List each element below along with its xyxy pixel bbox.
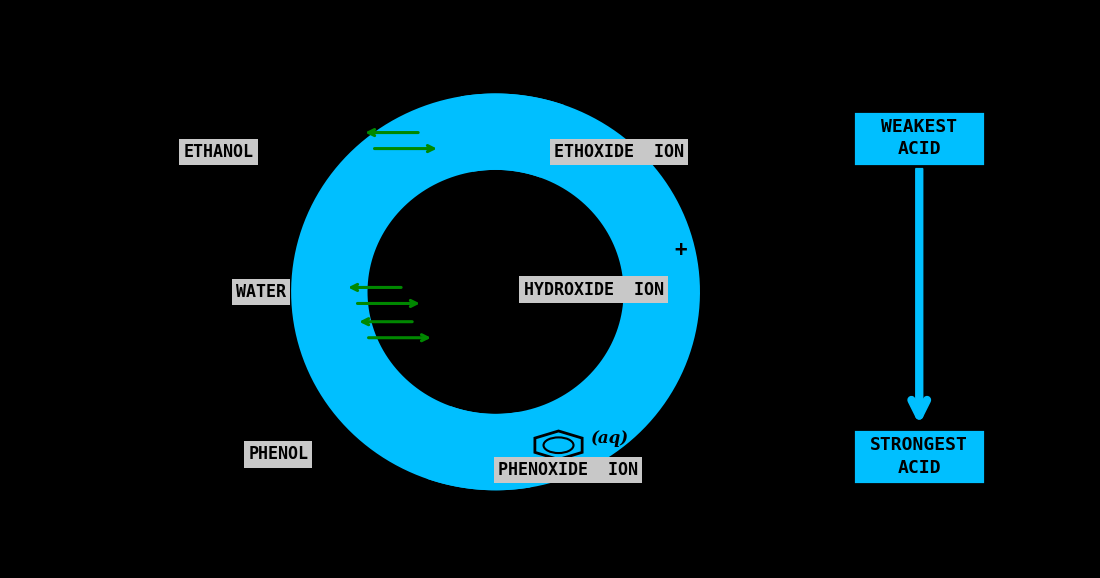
Text: STRONGEST
ACID: STRONGEST ACID <box>870 436 968 477</box>
Text: PHENOXIDE  ION: PHENOXIDE ION <box>498 461 638 479</box>
Text: +: + <box>674 240 686 260</box>
FancyBboxPatch shape <box>854 429 986 484</box>
Text: ETHOXIDE  ION: ETHOXIDE ION <box>554 143 684 161</box>
Text: PHENOL: PHENOL <box>249 445 308 464</box>
FancyBboxPatch shape <box>854 110 986 166</box>
Text: HYDROXIDE  ION: HYDROXIDE ION <box>524 281 663 299</box>
Text: (aq): (aq) <box>591 430 629 447</box>
Text: ETHANOL: ETHANOL <box>184 143 253 161</box>
Text: WEAKEST
ACID: WEAKEST ACID <box>881 118 957 158</box>
Text: WATER: WATER <box>236 283 286 301</box>
